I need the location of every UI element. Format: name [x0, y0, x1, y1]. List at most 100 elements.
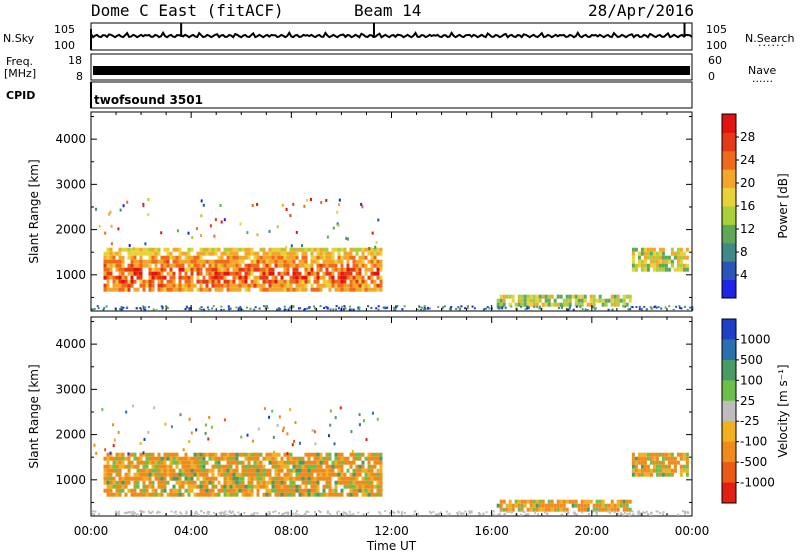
velocity-cell	[250, 480, 254, 485]
velocity-cell	[682, 464, 686, 469]
power-cell	[502, 294, 506, 299]
power-cell	[334, 267, 338, 272]
velocity-cell	[133, 480, 137, 485]
velocity-cell	[631, 468, 635, 473]
velocity-cell	[329, 409, 332, 413]
power-cell	[286, 287, 290, 292]
power-colorbar-swatch	[722, 114, 736, 133]
power-cell	[277, 283, 281, 288]
power-cell	[227, 307, 230, 310]
velocity-cell	[112, 460, 116, 465]
power-cell	[184, 271, 188, 276]
velocity-cell	[190, 431, 193, 435]
velocity-cell	[650, 511, 652, 514]
velocity-cell	[118, 492, 122, 497]
velocity-cell	[355, 484, 359, 489]
power-cell	[166, 279, 170, 284]
power-cell	[139, 263, 143, 268]
power-cell	[428, 307, 431, 310]
power-colorbar-label: 24	[740, 153, 755, 167]
velocity-cell	[193, 456, 197, 461]
velocity-cell	[188, 440, 191, 443]
power-cell	[307, 275, 311, 280]
power-cell	[148, 259, 152, 264]
velocity-cell	[598, 499, 602, 504]
velocity-cell	[319, 456, 323, 461]
velocity-cell	[157, 452, 161, 457]
velocity-cell	[196, 472, 200, 477]
velocity-cell	[643, 456, 647, 461]
velocity-cell	[210, 425, 213, 429]
power-cell	[238, 255, 242, 260]
power-cell	[658, 259, 662, 264]
power-cell	[670, 251, 674, 256]
power-cell	[223, 271, 227, 276]
power-cell	[682, 267, 686, 272]
power-cell	[373, 287, 377, 292]
velocity-cell	[523, 499, 527, 504]
chart-title: Dome C East (fitACF)	[91, 1, 284, 20]
velocity-cell	[272, 435, 275, 439]
velocity-cell	[106, 476, 110, 481]
velocity-cell	[289, 476, 293, 481]
velocity-cell	[343, 476, 347, 481]
power-cell	[643, 259, 647, 264]
power-cell	[232, 267, 236, 272]
power-cell	[247, 283, 251, 288]
power-cell	[247, 247, 251, 252]
velocity-cell	[343, 480, 347, 485]
power-cell	[181, 287, 185, 292]
power-cell	[655, 251, 659, 256]
velocity-cell	[232, 510, 234, 513]
nave-tick-bottom: 0	[708, 70, 715, 83]
power-cell	[340, 279, 344, 284]
power-cell	[214, 259, 218, 264]
power-cell	[223, 275, 227, 280]
power-cell	[289, 251, 293, 256]
velocity-cell	[520, 510, 523, 513]
power-cell	[285, 246, 288, 249]
velocity-cell	[184, 464, 188, 469]
power-cell	[145, 251, 149, 256]
power-cell	[212, 305, 215, 308]
velocity-cell	[259, 460, 263, 465]
velocity-cell	[247, 476, 251, 481]
power-cell	[384, 307, 387, 310]
power-cell	[256, 251, 260, 256]
velocity-cell	[337, 464, 341, 469]
velocity-colorbar-label: 500	[740, 353, 763, 367]
velocity-cell	[310, 476, 314, 481]
velocity-cell	[352, 452, 356, 457]
power-cell	[226, 279, 230, 284]
velocity-cell	[286, 464, 290, 469]
velocity-cell	[256, 512, 259, 515]
power-cell	[256, 233, 259, 237]
power-cell	[499, 305, 502, 308]
velocity-cell	[130, 488, 134, 493]
velocity-cell	[598, 507, 602, 512]
velocity-cell	[298, 464, 302, 469]
velocity-cell	[211, 464, 215, 469]
velocity-cell	[253, 452, 257, 457]
power-cell	[244, 279, 248, 284]
velocity-cell	[175, 488, 179, 493]
power-cell	[326, 306, 329, 309]
velocity-cell	[247, 460, 251, 465]
velocity-cell	[298, 441, 301, 445]
power-cell	[586, 309, 589, 311]
power-cell	[298, 263, 302, 268]
power-cell	[580, 294, 584, 299]
velocity-cell	[316, 456, 320, 461]
velocity-cell	[223, 472, 227, 477]
velocity-cell	[550, 507, 554, 512]
velocity-ytick-label: 4000	[55, 337, 86, 351]
velocity-cell	[196, 476, 200, 481]
power-cell	[205, 267, 209, 272]
power-cell	[112, 255, 116, 260]
velocity-cell	[295, 484, 299, 489]
velocity-cell	[307, 468, 311, 473]
power-cell	[274, 247, 278, 252]
power-cell	[685, 247, 689, 252]
power-cell	[118, 267, 122, 272]
power-cell	[328, 283, 332, 288]
